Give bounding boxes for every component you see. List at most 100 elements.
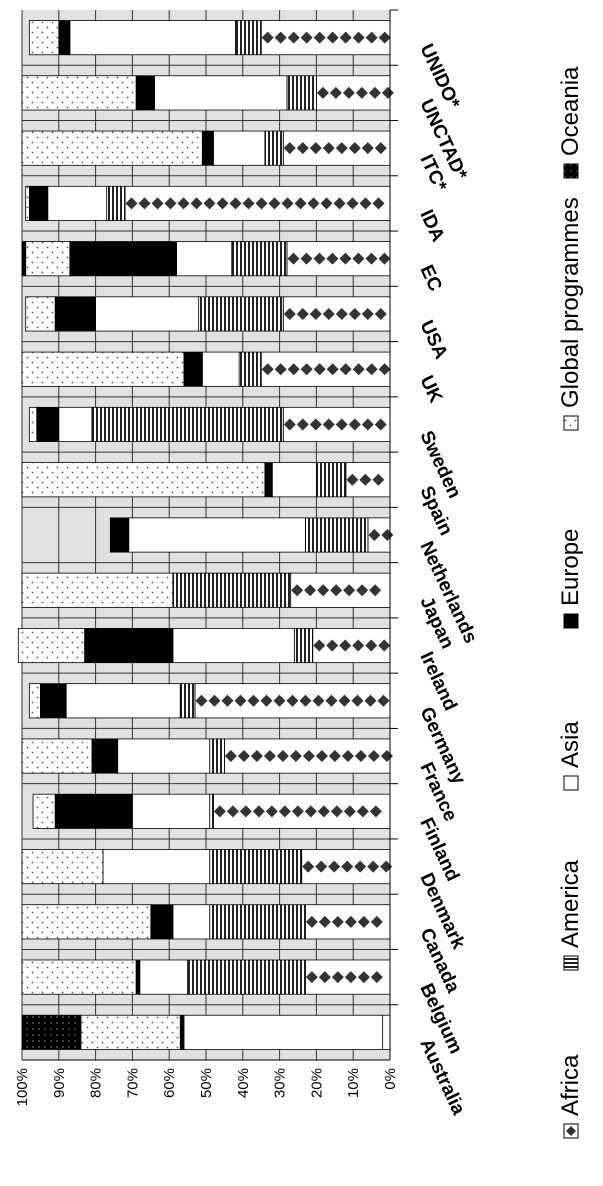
africa-motif [368, 529, 381, 541]
africa-motif [339, 252, 352, 265]
africa-motif [261, 363, 274, 376]
value-tick-label: 40% [235, 1068, 252, 1098]
africa-motif [372, 197, 385, 210]
bar-segment-global [25, 185, 30, 221]
africa-motif [372, 473, 385, 486]
africa-motif [309, 307, 322, 320]
bar-segment-global [28, 20, 60, 56]
category-label: Ireland [415, 649, 460, 714]
bar-segment-oceania [21, 1014, 82, 1050]
africa-motif [339, 31, 352, 44]
africa-motif [313, 31, 326, 44]
africa-motif [213, 805, 226, 818]
africa-motif [315, 860, 328, 873]
bar-segment-global [21, 738, 93, 774]
bar-segment-europe [264, 462, 273, 498]
bar-segment-global [21, 904, 152, 940]
africa-motif [330, 805, 343, 818]
africa-motif [374, 142, 387, 155]
africa-motif [355, 86, 368, 99]
africa-motif [341, 860, 354, 873]
bar-segment-asia [65, 683, 181, 719]
africa-motif [348, 307, 361, 320]
africa-motif [367, 860, 380, 873]
africa-motif [361, 418, 374, 431]
africa-motif [369, 584, 382, 597]
africa-motif [138, 197, 151, 210]
bar-segment-asia [212, 130, 266, 166]
bar-segment-europe [54, 793, 133, 829]
africa-motif [261, 31, 274, 44]
africa-motif [365, 639, 378, 652]
bar-segment-global [21, 959, 137, 995]
category-ticks [390, 9, 398, 1006]
africa-motif [348, 142, 361, 155]
bar-segment-europe [150, 904, 174, 940]
legend-item: Global programmes [557, 197, 584, 431]
africa-motif [216, 197, 229, 210]
bar-segment-oceania [21, 241, 27, 277]
africa-motif [309, 418, 322, 431]
bar-segment-europe [179, 1014, 185, 1050]
bar-segment-america [231, 241, 288, 277]
legend-label: Global programmes [557, 197, 584, 408]
africa-motif [344, 915, 357, 928]
bar-segment-america [304, 517, 369, 553]
africa-motif [356, 805, 369, 818]
value-tick-label: 10% [345, 1068, 362, 1098]
africa-motif [331, 915, 344, 928]
bar-segment-global [21, 572, 174, 608]
legend-label: America [557, 859, 584, 948]
africa-motif [237, 750, 250, 763]
africa-motif [305, 915, 318, 928]
africa-motif [313, 363, 326, 376]
africa-motif [359, 473, 372, 486]
legend-swatch-oceania [563, 163, 579, 179]
bar-segment-america [209, 793, 214, 829]
africa-motif [351, 694, 364, 707]
bar-segment-europe [135, 75, 155, 111]
africa-motif [381, 86, 394, 99]
africa-motif [354, 860, 367, 873]
africa-motif [296, 418, 309, 431]
africa-motif [326, 31, 339, 44]
plot-area [17, 9, 398, 1061]
africa-motif [283, 418, 296, 431]
africa-motif [224, 750, 237, 763]
bar-segment-europe [135, 959, 141, 995]
africa-motif [255, 197, 268, 210]
africa-motif [331, 971, 344, 984]
value-tick-label: 100% [14, 1068, 31, 1106]
bar-segment-global [28, 406, 38, 443]
africa-motif [274, 31, 287, 44]
bar-segment-america [91, 406, 284, 443]
africa-motif [252, 805, 265, 818]
bars [17, 20, 394, 1050]
legend: Africa America Asia Europe Global programmes… [557, 66, 584, 1139]
africa-motif [287, 252, 300, 265]
legend-label: Europe [557, 529, 584, 606]
africa-motif [335, 418, 348, 431]
bar-segment-europe [69, 241, 177, 277]
africa-motif [338, 694, 351, 707]
bar-segment-america [209, 738, 225, 774]
africa-motif [317, 805, 330, 818]
africa-motif [177, 197, 190, 210]
africa-motif [320, 197, 333, 210]
legend-item: America [557, 859, 584, 971]
value-tick-label: 0% [382, 1068, 399, 1090]
africa-motif [316, 86, 329, 99]
africa-motif [326, 252, 339, 265]
bar-segment-global [21, 351, 185, 387]
africa-motif [352, 31, 365, 44]
bar-segment-global [21, 849, 104, 885]
africa-motif [309, 142, 322, 155]
bar-segment-asia [201, 351, 240, 387]
bar-segment-america [198, 296, 284, 332]
africa-motif [226, 805, 239, 818]
africa-motif [339, 363, 352, 376]
africa-motif [300, 252, 313, 265]
africa-motif [318, 971, 331, 984]
africa-motif [313, 252, 326, 265]
value-tick-label: 50% [198, 1068, 215, 1098]
